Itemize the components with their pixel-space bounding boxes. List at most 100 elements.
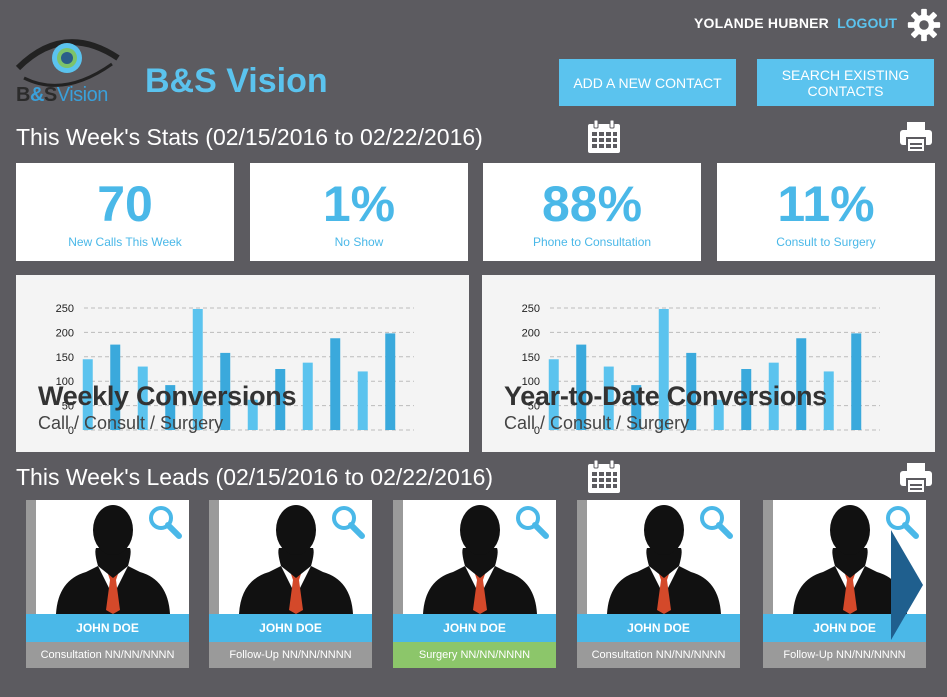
stat-value: 11% xyxy=(777,176,875,232)
chart-bar xyxy=(631,385,642,430)
lead-strip xyxy=(393,500,403,614)
lead-status: Consultation NN/NN/NNNN xyxy=(26,642,189,668)
lead-name: JOHN DOE xyxy=(209,614,372,642)
arrow-right-icon[interactable] xyxy=(889,530,923,640)
lead-name: JOHN DOE xyxy=(393,614,556,642)
y-tick-label: 200 xyxy=(522,327,540,339)
lead-card[interactable]: JOHN DOE Follow-Up NN/NN/NNNN xyxy=(209,500,372,668)
lead-strip xyxy=(763,500,773,614)
logout-link[interactable]: LOGOUT xyxy=(837,15,897,31)
printer-icon[interactable] xyxy=(898,120,934,154)
calendar-icon[interactable] xyxy=(586,119,622,155)
lead-card[interactable]: JOHN DOE Surgery NN/NN/NNNN xyxy=(393,500,556,668)
chart-bar xyxy=(330,338,341,430)
calendar-icon[interactable] xyxy=(586,459,622,495)
lead-status: Surgery NN/NN/NNNN xyxy=(393,642,556,668)
chart-bar xyxy=(823,371,834,430)
y-tick-label: 100 xyxy=(522,376,540,388)
search-contacts-button[interactable]: SEARCH EXISTING CONTACTS xyxy=(757,59,934,106)
chart-bar xyxy=(302,362,313,430)
chart-bar xyxy=(796,338,807,430)
chart-bar xyxy=(548,359,559,430)
lead-strip xyxy=(209,500,219,614)
chart-bar xyxy=(851,333,862,430)
person-silhouette xyxy=(36,500,189,614)
y-tick-label: 0 xyxy=(534,425,540,437)
y-tick-label: 50 xyxy=(62,401,74,413)
ytd-chart-svg: 0 50 100 150 200 250 xyxy=(522,303,880,437)
lead-name: JOHN DOE xyxy=(26,614,189,642)
stat-value: 88% xyxy=(541,176,643,232)
gear-icon[interactable] xyxy=(905,6,943,44)
weekly-conversions-chart: 0 50 100 150 200 250 Weekly Conversions Call … xyxy=(16,275,469,452)
lead-status: Follow-Up NN/NN/NNNN xyxy=(209,642,372,668)
chart-bar xyxy=(82,359,93,430)
stat-label: New Calls This Week xyxy=(68,235,182,249)
logo-text: B&SVision xyxy=(16,84,108,107)
logo-vision: Vision xyxy=(56,84,109,106)
chart-title: Year-to-Date Conversions xyxy=(504,381,827,411)
stat-label: Consult to Surgery xyxy=(776,235,876,249)
chart-bar xyxy=(658,308,669,430)
printer-icon[interactable] xyxy=(898,461,934,495)
chart-bar xyxy=(357,371,368,430)
y-tick-label: 0 xyxy=(68,425,74,437)
chart-bar xyxy=(165,385,176,430)
chart-bar xyxy=(603,366,614,430)
magnifier-icon[interactable] xyxy=(514,504,550,540)
chart-bar xyxy=(110,344,121,430)
lead-status: Follow-Up NN/NN/NNNN xyxy=(763,642,926,668)
person-silhouette xyxy=(403,500,556,614)
y-tick-label: 100 xyxy=(56,376,74,388)
lead-status: Consultation NN/NN/NNNN xyxy=(577,642,740,668)
chart-bar xyxy=(768,362,779,430)
logo-amp: & xyxy=(29,84,44,106)
stats-title: This Week's Stats (02/15/2016 to 02/22/2… xyxy=(16,124,483,150)
add-contact-button[interactable]: ADD A NEW CONTACT xyxy=(559,59,736,106)
weekly-chart-svg: 0 50 100 150 200 250 xyxy=(56,303,414,437)
lead-card[interactable]: JOHN DOE Consultation NN/NN/NNNN xyxy=(26,500,189,668)
y-tick-label: 250 xyxy=(522,303,540,315)
stat-card-no-show: 1% No Show xyxy=(250,163,468,261)
chart-bar xyxy=(576,344,587,430)
magnifier-icon[interactable] xyxy=(330,504,366,540)
stat-card-new-calls: 70 New Calls This Week xyxy=(16,163,234,261)
stat-value: 1% xyxy=(322,176,396,232)
y-tick-label: 150 xyxy=(522,352,540,364)
magnifier-icon[interactable] xyxy=(698,504,734,540)
lead-name: JOHN DOE xyxy=(577,614,740,642)
chart-bar xyxy=(713,399,724,430)
chart-bar xyxy=(192,308,203,430)
user-name: YOLANDE HUBNER xyxy=(693,15,829,31)
stat-value: 70 xyxy=(97,176,153,232)
person-silhouette xyxy=(587,500,740,614)
chart-bar xyxy=(220,352,231,430)
leads-title: This Week's Leads (02/15/2016 to 02/22/2… xyxy=(16,464,494,490)
chart-bar xyxy=(741,369,752,430)
lead-strip xyxy=(26,500,36,614)
stat-card-phone-to-consultation: 88% Phone to Consultation xyxy=(483,163,701,261)
chart-bar xyxy=(137,366,148,430)
brand-logo xyxy=(15,39,120,87)
chart-bar xyxy=(686,352,697,430)
search-contacts-label: SEARCH EXISTING CONTACTS xyxy=(781,66,910,99)
chart-bar xyxy=(385,333,396,430)
lead-card[interactable]: JOHN DOE Consultation NN/NN/NNNN xyxy=(577,500,740,668)
magnifier-icon[interactable] xyxy=(884,504,920,540)
y-tick-label: 200 xyxy=(56,327,74,339)
person-silhouette xyxy=(219,500,372,614)
y-tick-label: 250 xyxy=(56,303,74,315)
chart-bar xyxy=(275,369,286,430)
magnifier-icon[interactable] xyxy=(147,504,183,540)
logo-b: B xyxy=(16,84,30,106)
chart-subtitle: Call / Consult / Surgery xyxy=(504,413,690,433)
ytd-conversions-chart: 0 50 100 150 200 250 Year-to-Date Conversions… xyxy=(482,275,935,452)
stat-label: No Show xyxy=(334,235,384,249)
y-tick-label: 50 xyxy=(528,401,540,413)
logo-s: S xyxy=(43,84,57,106)
lead-strip xyxy=(577,500,587,614)
stat-card-consult-to-surgery: 11% Consult to Surgery xyxy=(717,163,935,261)
chart-bar xyxy=(247,399,258,430)
y-tick-label: 150 xyxy=(56,352,74,364)
brand-title: B&S Vision xyxy=(145,62,328,100)
